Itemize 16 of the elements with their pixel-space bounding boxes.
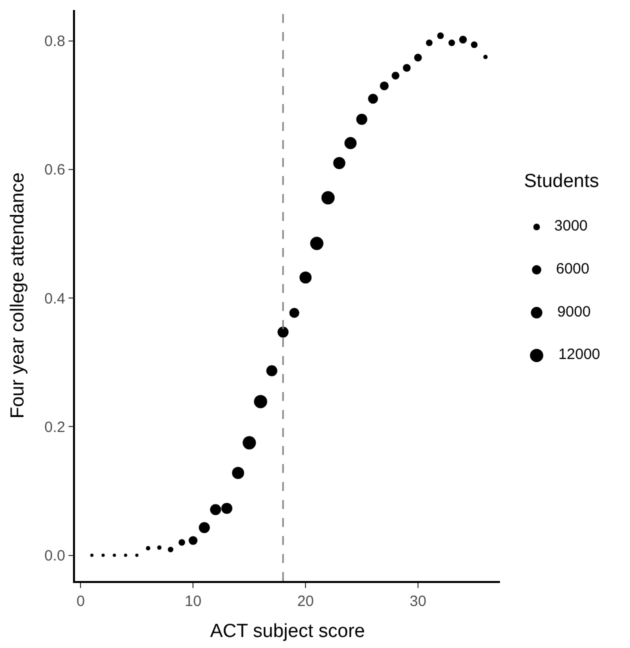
y-tick-label: 0.4 [44,290,66,308]
legend-label: 6000 [543,260,590,278]
y-tick-label: 0.2 [44,418,66,436]
y-axis-title: Four year college attendance [8,172,29,419]
y-tick-label: 0.8 [44,33,66,50]
y-tick-label: 0.0 [44,548,66,565]
x-axis-title: ACT subject score [210,621,365,642]
legend-label: 3000 [542,218,588,235]
x-tick-label: 0 [76,592,85,610]
x-tick-label: 30 [410,592,426,610]
x-tick-label: 10 [184,592,202,610]
legend-label: 12000 [546,346,600,364]
legend-title: Students [524,171,599,192]
legend-label: 9000 [544,303,591,320]
y-tick-label: 0.6 [44,162,66,179]
x-tick-label: 20 [297,592,314,610]
